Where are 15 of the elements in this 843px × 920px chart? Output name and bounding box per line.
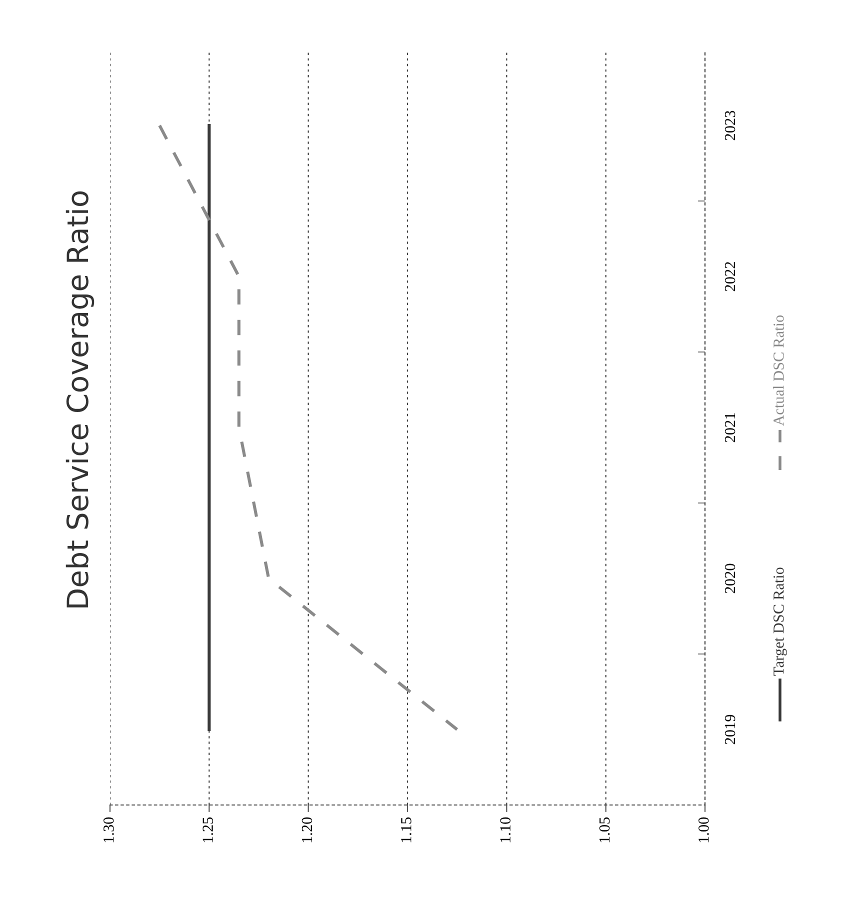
text: Target DSC Ratio: [774, 568, 787, 676]
y-tick-label: 2021: [724, 413, 736, 442]
text: Debt Service Coverage Ratio: [66, 191, 94, 608]
x-tick-label: 1.20: [302, 817, 312, 842]
y-tick-label: 2022: [724, 262, 736, 292]
y-tick-label: 2023: [724, 110, 736, 140]
x-tick-label: 1.15: [401, 817, 412, 842]
x-tick-label: 1.10: [500, 817, 511, 842]
text: Actual DSC Ratio: [773, 315, 784, 426]
y-tick-label: 2020: [724, 564, 736, 594]
x-tick-label: 1.25: [202, 817, 214, 842]
x-tick-label: 1.30: [104, 817, 114, 842]
x-tick-label: 1.05: [599, 817, 610, 842]
x-tick-label: 1.00: [698, 817, 709, 842]
y-tick-label: 2019: [724, 714, 736, 744]
